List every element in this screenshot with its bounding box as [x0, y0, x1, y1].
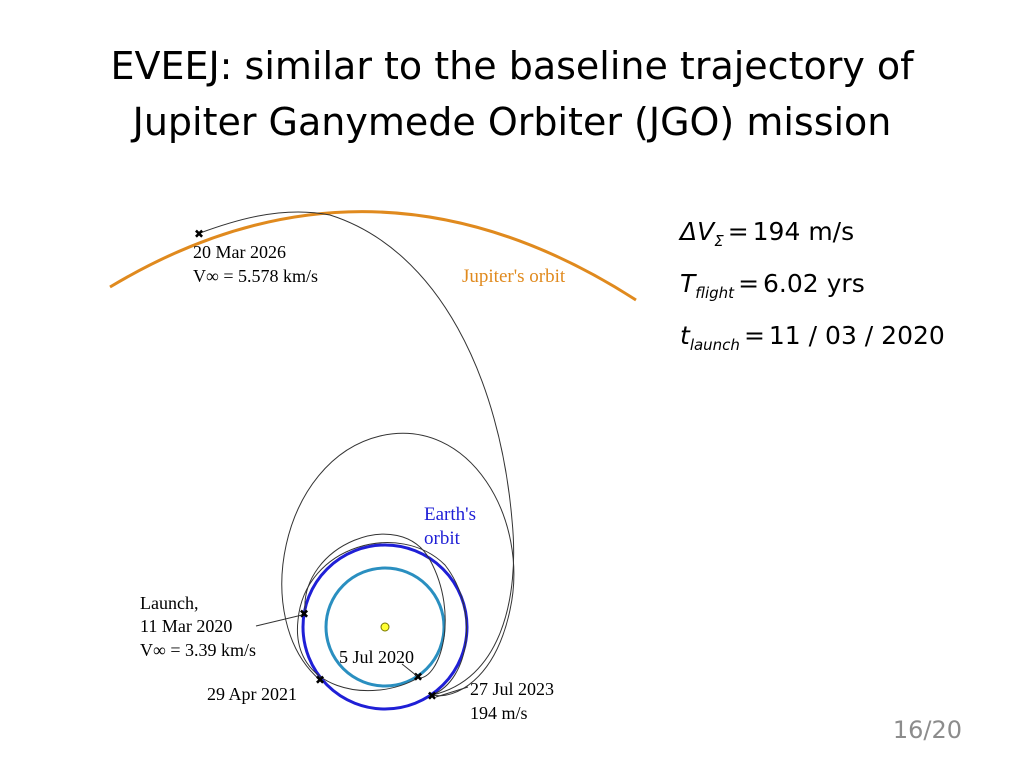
page-number: 16/20: [892, 716, 962, 744]
launch-date-subscript: launch: [689, 336, 740, 354]
arrival-vinf-label: V∞ = 5.578 km/s: [193, 266, 318, 286]
earth-flyby-marker: ✖: [315, 673, 325, 687]
launch-leader: [255, 614, 303, 627]
trajectory-transfer-arc: [199, 211, 515, 696]
flight-time-subscript: flight: [695, 284, 735, 302]
earth-orbit-label-1: Earth's: [424, 504, 476, 525]
sun: [380, 622, 390, 632]
flight-time-row: Tflight = 6.02 yrs: [680, 269, 865, 302]
launch-label: Launch,: [140, 593, 198, 613]
venus-orbit: [324, 566, 446, 688]
trajectory-inner-loop: [304, 533, 446, 679]
venus-flyby-leader: [401, 663, 418, 677]
venus-flyby-label: 5 Jul 2020: [339, 647, 414, 667]
slide-title: EVEEJ: similar to the baseline trajector…: [0, 38, 1024, 150]
arrival-marker: ✖: [194, 227, 204, 241]
jupiter-orbit: [109, 210, 637, 302]
launch-date-symbol: t: [680, 321, 690, 350]
launch-vinf-label: V∞ = 3.39 km/s: [140, 640, 256, 660]
delta-v-value: 194 m/s: [752, 217, 855, 246]
trajectory-outer-loop: [281, 432, 515, 697]
dsm-date-label: 27 Jul 2023: [470, 679, 554, 699]
delta-v-symbol: ΔV: [680, 217, 715, 246]
delta-v-row: ΔVΣ = 194 m/s: [680, 217, 855, 250]
delta-v-subscript: Σ: [714, 232, 724, 250]
flight-time-value: 6.02 yrs: [763, 269, 865, 298]
earth-flyby-label: 29 Apr 2021: [207, 684, 297, 704]
dsm-dv-label: 194 m/s: [470, 703, 528, 723]
launch-date-row: tlaunch = 11 / 03 / 2020: [680, 321, 945, 354]
earth-orbit-label-2: orbit: [424, 528, 461, 549]
dsm-marker: ✖: [427, 689, 437, 703]
venus-flyby-marker: ✖: [413, 670, 423, 684]
launch-date-value: 11 / 03 / 2020: [768, 321, 945, 350]
dsm-leader: [435, 686, 469, 698]
jupiter-orbit-label: Jupiter's orbit: [462, 266, 566, 287]
title-line-1: EVEEJ: similar to the baseline trajector…: [110, 44, 914, 88]
title-line-2: Jupiter Ganymede Orbiter (JGO) mission: [132, 100, 892, 144]
mission-parameters: ΔVΣ = 194 m/s Tflight = 6.02 yrs tlaunch = 11 …: [680, 212, 945, 368]
launch-marker: ✖: [299, 607, 309, 621]
arrival-date-label: 20 Mar 2026: [193, 242, 286, 262]
launch-date-label: 11 Mar 2020: [140, 616, 232, 636]
trajectory-middle-loop: [297, 542, 467, 696]
flight-time-symbol: T: [680, 269, 696, 298]
